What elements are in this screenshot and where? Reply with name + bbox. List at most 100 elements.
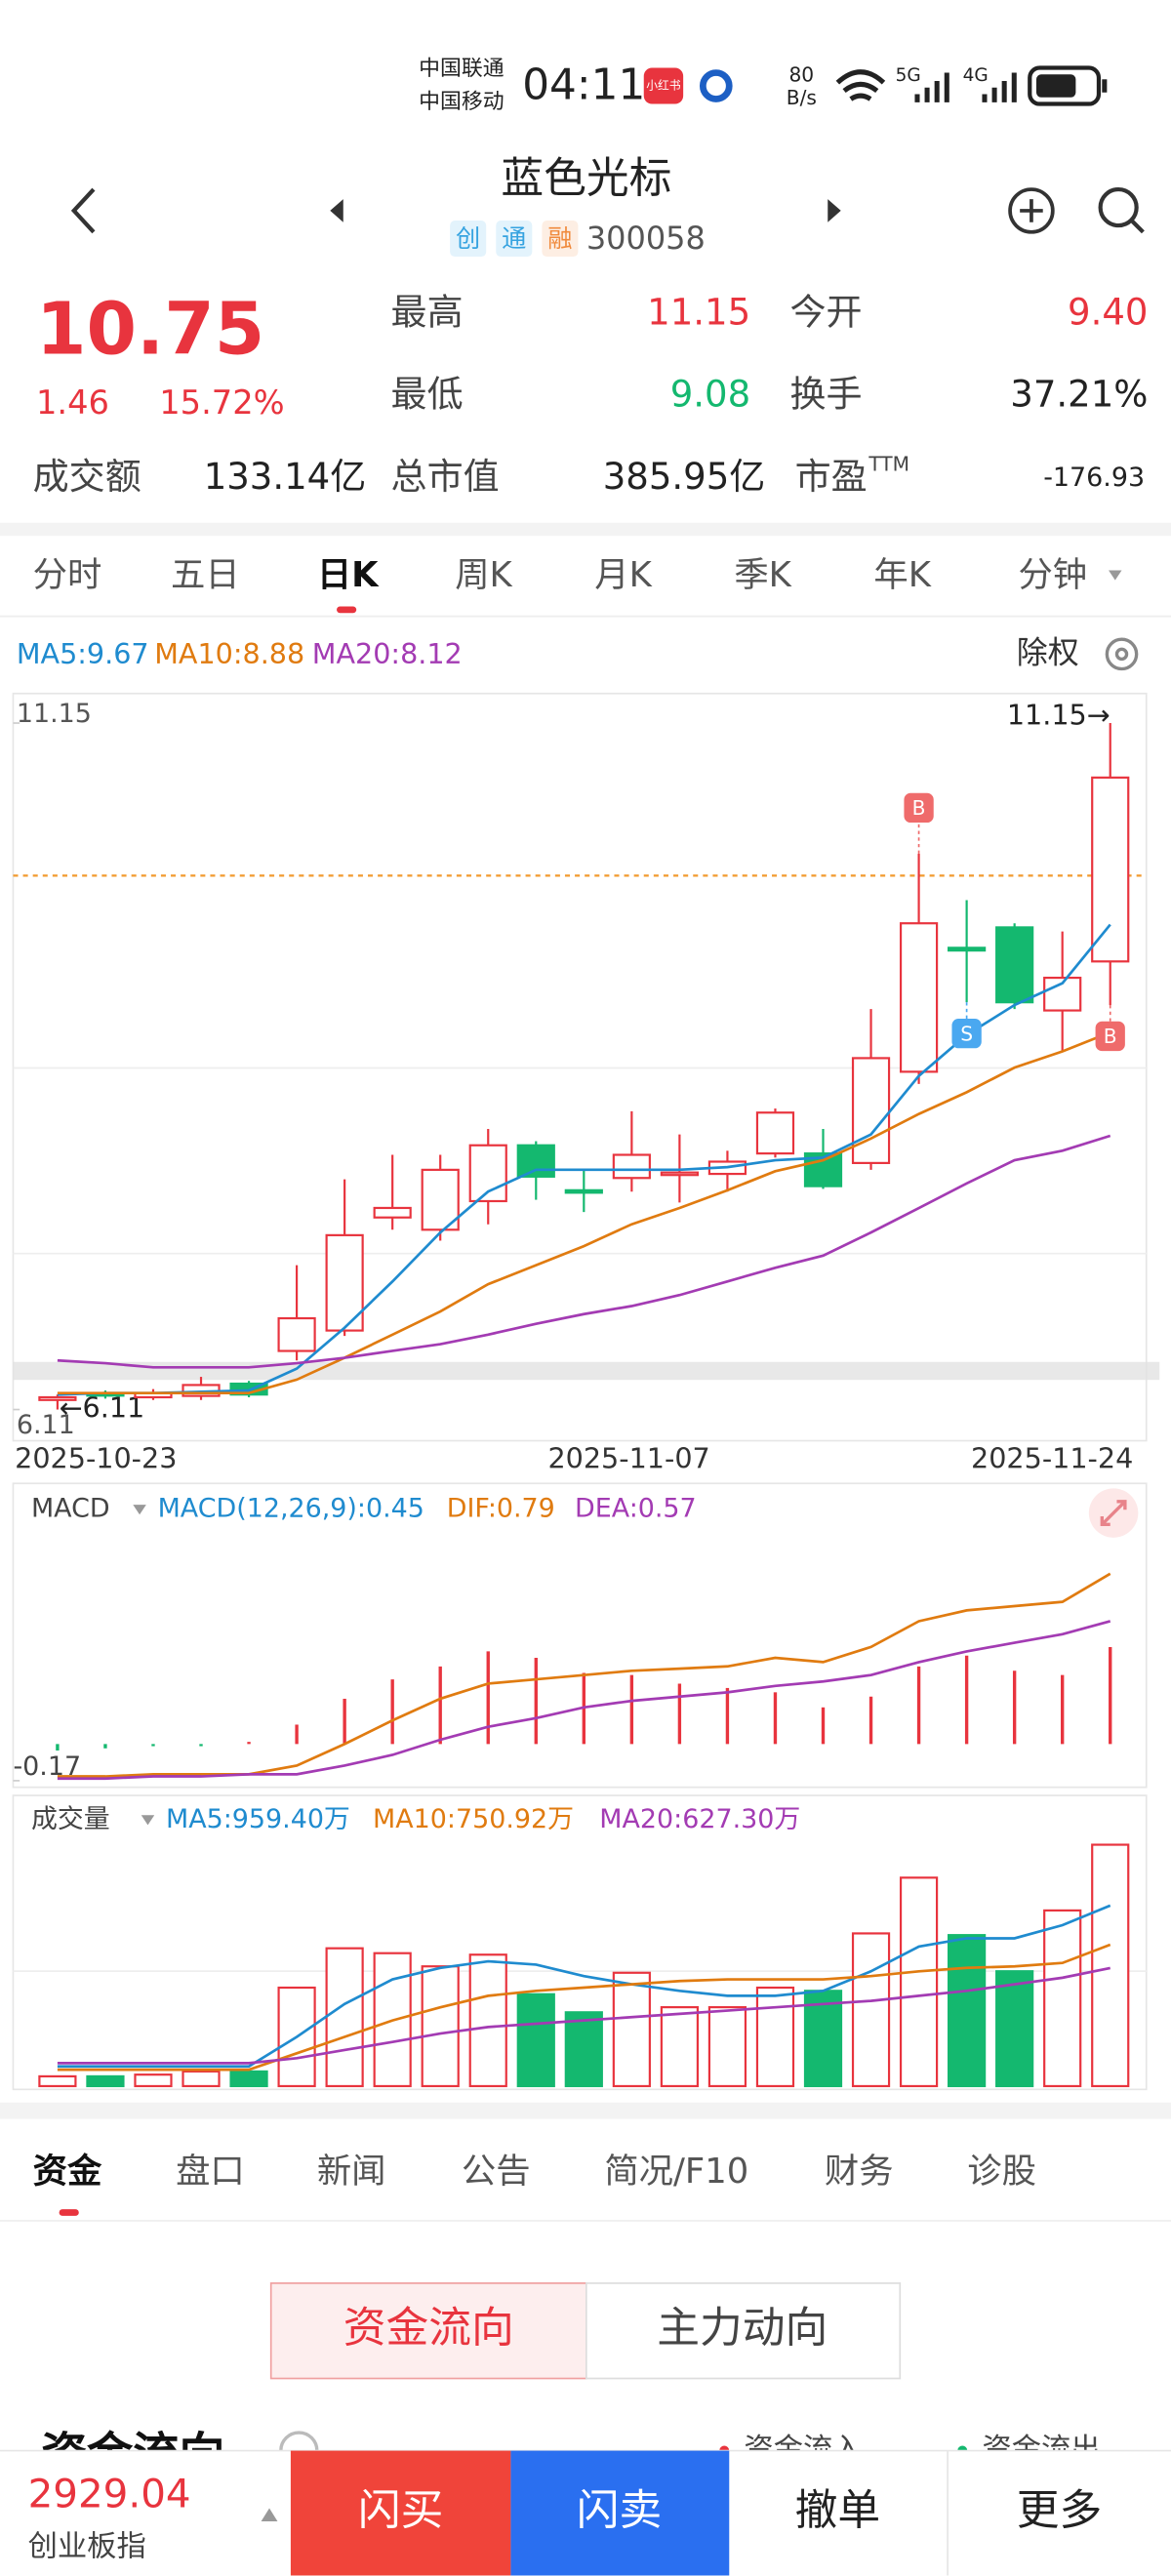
back-button[interactable] xyxy=(70,187,96,234)
info-tab[interactable]: 诊股 xyxy=(967,2152,1036,2192)
period-tab[interactable]: 年K xyxy=(873,555,931,595)
volume-panel xyxy=(12,1794,1148,2091)
period-tab[interactable]: 五日 xyxy=(171,555,240,595)
field-value: 385.95亿 xyxy=(603,456,766,498)
action-button[interactable]: 撤单 xyxy=(795,2486,881,2536)
indicator-name[interactable]: MACD xyxy=(31,1494,110,1524)
volume-ma-line xyxy=(57,1966,1110,2065)
ma-label: MA10:8.88 xyxy=(154,637,304,670)
info-tab[interactable]: 财务 xyxy=(825,2152,894,2192)
expand-button[interactable] xyxy=(1088,1488,1139,1538)
buy-button-bg[interactable] xyxy=(290,2450,511,2576)
volume-bar xyxy=(134,2073,173,2088)
search[interactable] xyxy=(1098,186,1145,234)
tag: 通 xyxy=(502,224,526,253)
period-tab[interactable]: 分钟 xyxy=(1018,555,1087,595)
app-badge: 小红书 xyxy=(646,79,681,93)
field-value: 133.14亿 xyxy=(204,456,367,498)
carrier: 中国移动 xyxy=(419,90,504,114)
field-value: 37.21% xyxy=(1010,374,1148,416)
ma-label: MA5:9.67 xyxy=(17,637,149,670)
ma-line xyxy=(57,923,1111,1396)
wifi-icon xyxy=(835,69,886,101)
period-tab[interactable]: 周K xyxy=(455,555,512,595)
volume-bar xyxy=(421,1965,460,2088)
indicator-name[interactable]: 成交量 xyxy=(31,1804,110,1834)
clock: 04:11 xyxy=(522,60,645,110)
candle-body xyxy=(516,1144,555,1178)
period-tab[interactable]: 季K xyxy=(734,555,791,595)
candle-body xyxy=(1091,776,1130,963)
candle-body xyxy=(612,1153,651,1180)
indicator-label: DIF:0.79 xyxy=(447,1494,555,1524)
prev-stock[interactable] xyxy=(330,199,343,222)
field-value: 9.08 xyxy=(670,374,750,416)
dea-line xyxy=(57,1620,1111,1781)
dropdown-arrow xyxy=(1109,570,1122,581)
volume-bar xyxy=(325,1947,364,2088)
info-tab[interactable]: 简况/F10 xyxy=(604,2152,748,2192)
volume-bar xyxy=(899,1876,939,2088)
action-button[interactable]: 更多 xyxy=(1017,2486,1103,2536)
trade-marker-label: B xyxy=(1104,1025,1117,1048)
volume-bar xyxy=(851,1932,891,2088)
index-name: 创业板指 xyxy=(28,2529,146,2563)
volume-bar xyxy=(1043,1909,1082,2088)
info-tab[interactable]: 公告 xyxy=(462,2152,531,2192)
tag-bg xyxy=(496,221,533,258)
volume-bar xyxy=(995,1970,1034,2088)
battery-level xyxy=(1035,74,1076,98)
toggle-label[interactable]: 主力动向 xyxy=(657,2304,828,2354)
trade-marker xyxy=(1095,1021,1125,1052)
ma-label: MA20:8.12 xyxy=(312,637,463,670)
info-tab[interactable]: 新闻 xyxy=(317,2152,386,2192)
period-tab[interactable]: 月K xyxy=(594,555,652,595)
volume-bar xyxy=(229,2070,268,2088)
price-change: 1.46 xyxy=(36,383,109,422)
candle-body xyxy=(851,1057,891,1164)
info-tab[interactable]: 盘口 xyxy=(176,2152,245,2192)
indicator-label: MA5:959.40万 xyxy=(166,1804,350,1834)
settings-icon[interactable] xyxy=(1105,637,1139,671)
action-button[interactable]: 闪卖 xyxy=(577,2486,663,2536)
dropdown-arrow xyxy=(133,1505,146,1515)
info-tab[interactable]: 资金 xyxy=(33,2152,102,2192)
volume-bar xyxy=(755,1986,795,2088)
ma-line xyxy=(57,1030,1111,1395)
volume-bar xyxy=(948,1934,987,2088)
y-tick-label: 11.15 xyxy=(17,699,92,729)
volume-bar xyxy=(86,2074,125,2088)
field-label: 最高 xyxy=(391,291,464,333)
tag-bg xyxy=(542,221,579,258)
action-button[interactable]: 闪买 xyxy=(358,2486,444,2536)
add-watch[interactable] xyxy=(1008,187,1055,234)
volume-bar xyxy=(468,1953,507,2088)
expand-index[interactable] xyxy=(261,2508,278,2521)
volume-bar xyxy=(803,1990,843,2088)
battery-tip xyxy=(1102,79,1108,93)
trade-marker-label: S xyxy=(960,1022,973,1045)
indicator-label: MACD(12,26,9):0.45 xyxy=(158,1494,424,1524)
adjust-toggle[interactable]: 除权 xyxy=(1017,633,1079,670)
candle-body xyxy=(755,1111,795,1155)
period-tab[interactable]: 分时 xyxy=(33,555,102,595)
cost-band xyxy=(13,1361,1160,1381)
sell-button-bg[interactable] xyxy=(510,2450,730,2576)
candle-body xyxy=(660,1171,699,1177)
field-label: 今开 xyxy=(790,291,863,333)
volume-ma-line xyxy=(57,1943,1111,2072)
next-stock[interactable] xyxy=(828,199,841,222)
volume-bar xyxy=(564,2011,603,2088)
net-speed-unit: B/s xyxy=(787,86,817,109)
candle-body xyxy=(421,1168,460,1231)
toggle-label[interactable]: 资金流向 xyxy=(343,2304,514,2354)
period-tab[interactable]: 日K xyxy=(317,555,380,595)
toggle-inactive[interactable] xyxy=(586,2282,902,2380)
signal-4g xyxy=(982,72,1017,102)
volume-bar xyxy=(1091,1843,1130,2088)
macd-panel xyxy=(12,1482,1148,1789)
tag-bg xyxy=(450,221,487,258)
date-label: 2025-10-23 xyxy=(15,1442,177,1475)
dropdown-arrow xyxy=(141,1815,155,1826)
